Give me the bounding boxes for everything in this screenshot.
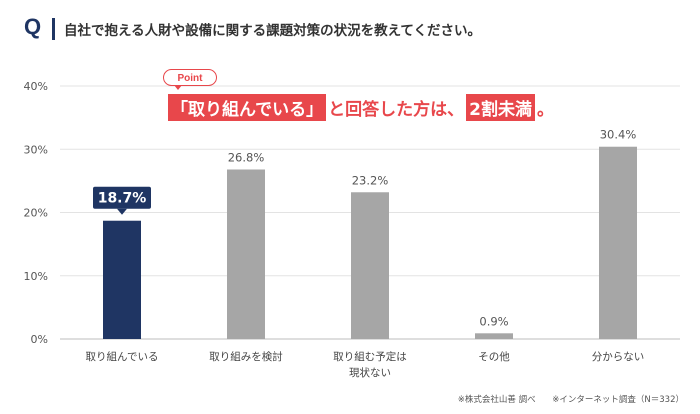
callout-part-quote: 「取り組んでいる」	[168, 93, 327, 121]
y-tick-label: 30%	[24, 143, 48, 156]
value-label: 18.7%	[98, 191, 147, 207]
bar	[351, 192, 389, 339]
source-note: ※株式会社山善 調べ ※インターネット調査（N＝332）	[458, 393, 684, 405]
category-label: 取り組みを検討	[209, 350, 283, 363]
question-title: 自社で抱える人財や設備に関する課題対策の状況を教えてください。	[64, 23, 482, 39]
value-badge-tail	[117, 208, 127, 215]
value-badge	[93, 186, 151, 209]
bar	[103, 220, 141, 339]
category-label: 現状ない	[349, 366, 391, 379]
callout-headline: 「取り組んでいる」 と回答した方は、 2割未満 。	[168, 93, 556, 121]
value-label: 26.8%	[228, 150, 265, 164]
q-divider	[52, 18, 55, 40]
callout-part-period: 。	[537, 99, 554, 120]
bar	[599, 146, 637, 339]
y-tick-label: 0%	[31, 333, 48, 346]
y-tick-label: 40%	[24, 80, 48, 93]
callout-part-text: と回答した方は、	[328, 99, 465, 120]
y-tick-label: 10%	[24, 270, 48, 283]
source-method: ※インターネット調査（N＝332）	[552, 395, 684, 405]
category-label: 取り組んでいる	[86, 350, 159, 363]
category-label: 取り組む予定は	[333, 350, 407, 363]
bar	[475, 333, 513, 339]
callout-part-emphasis: 2割未満	[466, 93, 535, 121]
bar	[227, 169, 265, 339]
category-label: 分からない	[592, 351, 645, 363]
source-company: ※株式会社山善 調べ	[457, 395, 536, 405]
point-badge-tail	[174, 85, 182, 90]
value-label: 0.9%	[479, 314, 508, 328]
value-label: 30.4%	[600, 128, 637, 142]
category-label: その他	[478, 350, 510, 363]
point-badge: Point	[163, 69, 217, 86]
value-label: 23.2%	[352, 173, 389, 187]
y-tick-label: 20%	[24, 207, 48, 220]
q-mark: Q	[24, 14, 42, 39]
